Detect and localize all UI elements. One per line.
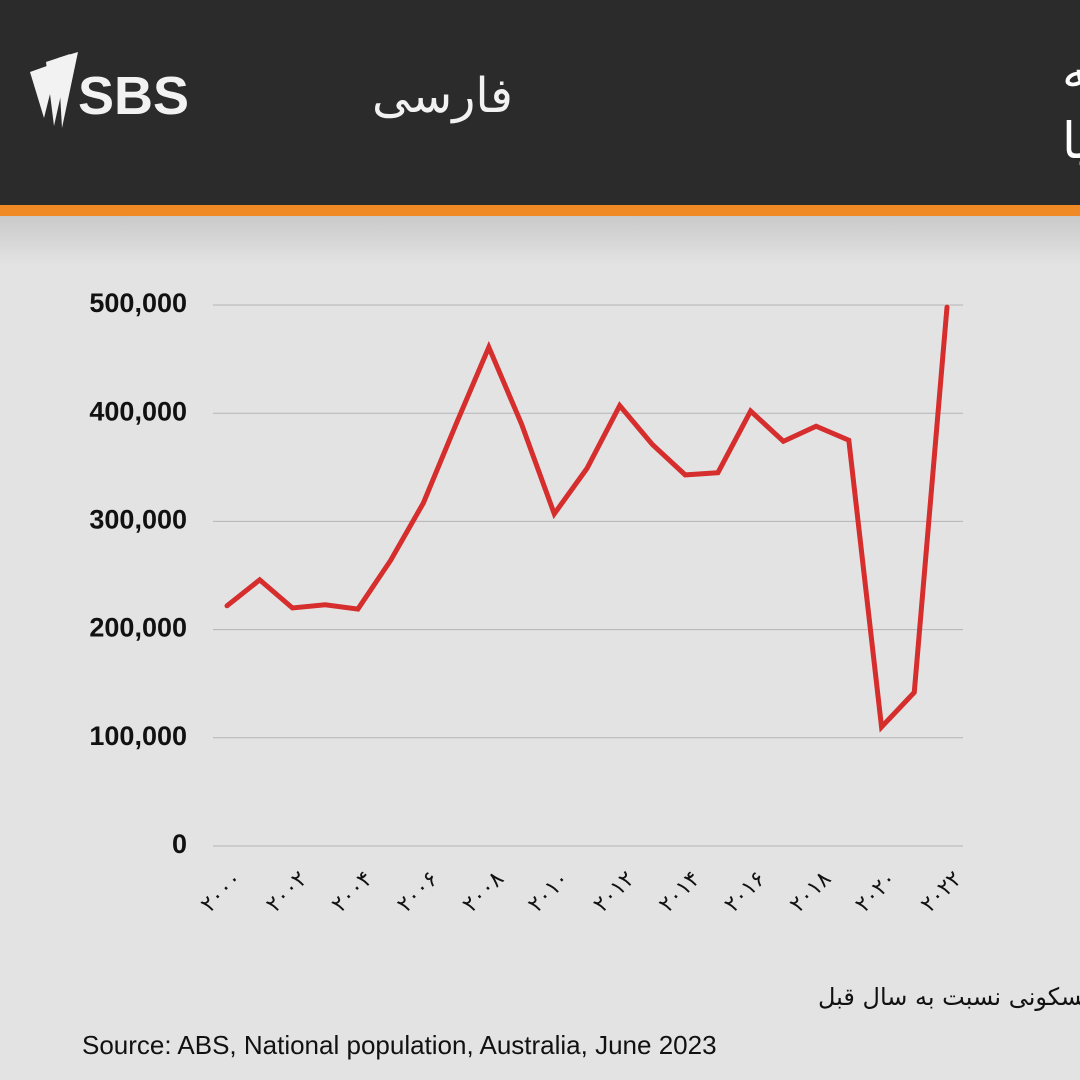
brand-name: SBS — [78, 66, 189, 126]
data-line — [224, 304, 950, 733]
logo-wedge — [58, 52, 78, 128]
logo: SBS فارسی — [30, 52, 513, 128]
y-tick-label: 100,000 — [89, 721, 187, 751]
brand-language: فارسی — [372, 68, 513, 124]
chart-title: افزایش خالص سالانه — [1062, 42, 1080, 100]
y-tick-label: 500,000 — [89, 288, 187, 318]
y-tick-label: 400,000 — [89, 396, 187, 426]
header — [0, 0, 1080, 205]
source: Source: ABS, National population, Austra… — [82, 1030, 717, 1060]
y-tick-label: 300,000 — [89, 505, 187, 535]
chart-title: جمعیت استرالیا — [1062, 112, 1080, 170]
y-tick-label: 200,000 — [89, 613, 187, 643]
y-tick-label: 0 — [172, 829, 187, 859]
header-accent — [0, 205, 1080, 216]
note: برآورد تغییر جمعیت مسکونی نسبت به سال قب… — [818, 982, 1080, 1011]
shadow — [0, 215, 1080, 265]
